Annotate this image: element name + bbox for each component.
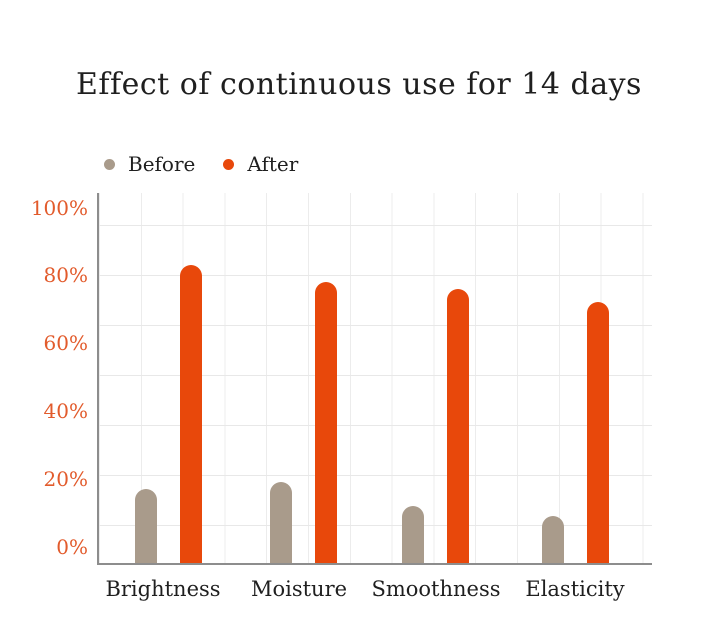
bar-before-moisture bbox=[270, 482, 292, 563]
x-axis-label-elasticity: Elasticity bbox=[525, 577, 625, 601]
legend-swatch-before bbox=[104, 158, 115, 170]
y-axis-tick-label-80: 80% bbox=[43, 263, 88, 288]
y-axis-tick-label-40: 40% bbox=[43, 398, 88, 423]
bar-before-brightness bbox=[135, 489, 157, 563]
x-axis-label-brightness: Brightness bbox=[105, 577, 221, 601]
y-axis-tick-label-0: 0% bbox=[56, 534, 88, 559]
bar-group-elasticity bbox=[542, 302, 609, 563]
bar-group-brightness bbox=[135, 265, 202, 563]
bar-after-smoothness bbox=[447, 289, 469, 563]
legend-label-after: After bbox=[247, 152, 299, 176]
legend-label-before: Before bbox=[128, 152, 196, 176]
y-axis-tick-label-20: 20% bbox=[43, 466, 88, 491]
x-axis-label-moisture: Moisture bbox=[250, 577, 348, 601]
bar-group-moisture bbox=[270, 282, 337, 563]
x-axis-label-smoothness: Smoothness bbox=[371, 577, 501, 601]
x-axis: Brightness Moisture Smoothness Elasticity bbox=[97, 577, 650, 607]
plot-area bbox=[97, 193, 652, 565]
y-axis: 100% 80% 60% 40% 20% 0% bbox=[0, 0, 88, 636]
legend: Before After bbox=[104, 151, 298, 177]
legend-item-after: After bbox=[223, 152, 298, 176]
y-axis-tick-label-60: 60% bbox=[43, 331, 88, 356]
bar-after-moisture bbox=[315, 282, 337, 563]
bar-before-smoothness bbox=[402, 506, 424, 563]
bar-before-elasticity bbox=[542, 516, 564, 563]
bar-after-elasticity bbox=[587, 302, 609, 563]
y-axis-tick-label-100: 100% bbox=[30, 195, 88, 220]
bar-group-smoothness bbox=[402, 289, 469, 563]
legend-item-before: Before bbox=[104, 152, 195, 176]
chart-title: Effect of continuous use for 14 days bbox=[76, 67, 642, 102]
bar-after-brightness bbox=[180, 265, 202, 563]
legend-swatch-after bbox=[223, 158, 235, 170]
